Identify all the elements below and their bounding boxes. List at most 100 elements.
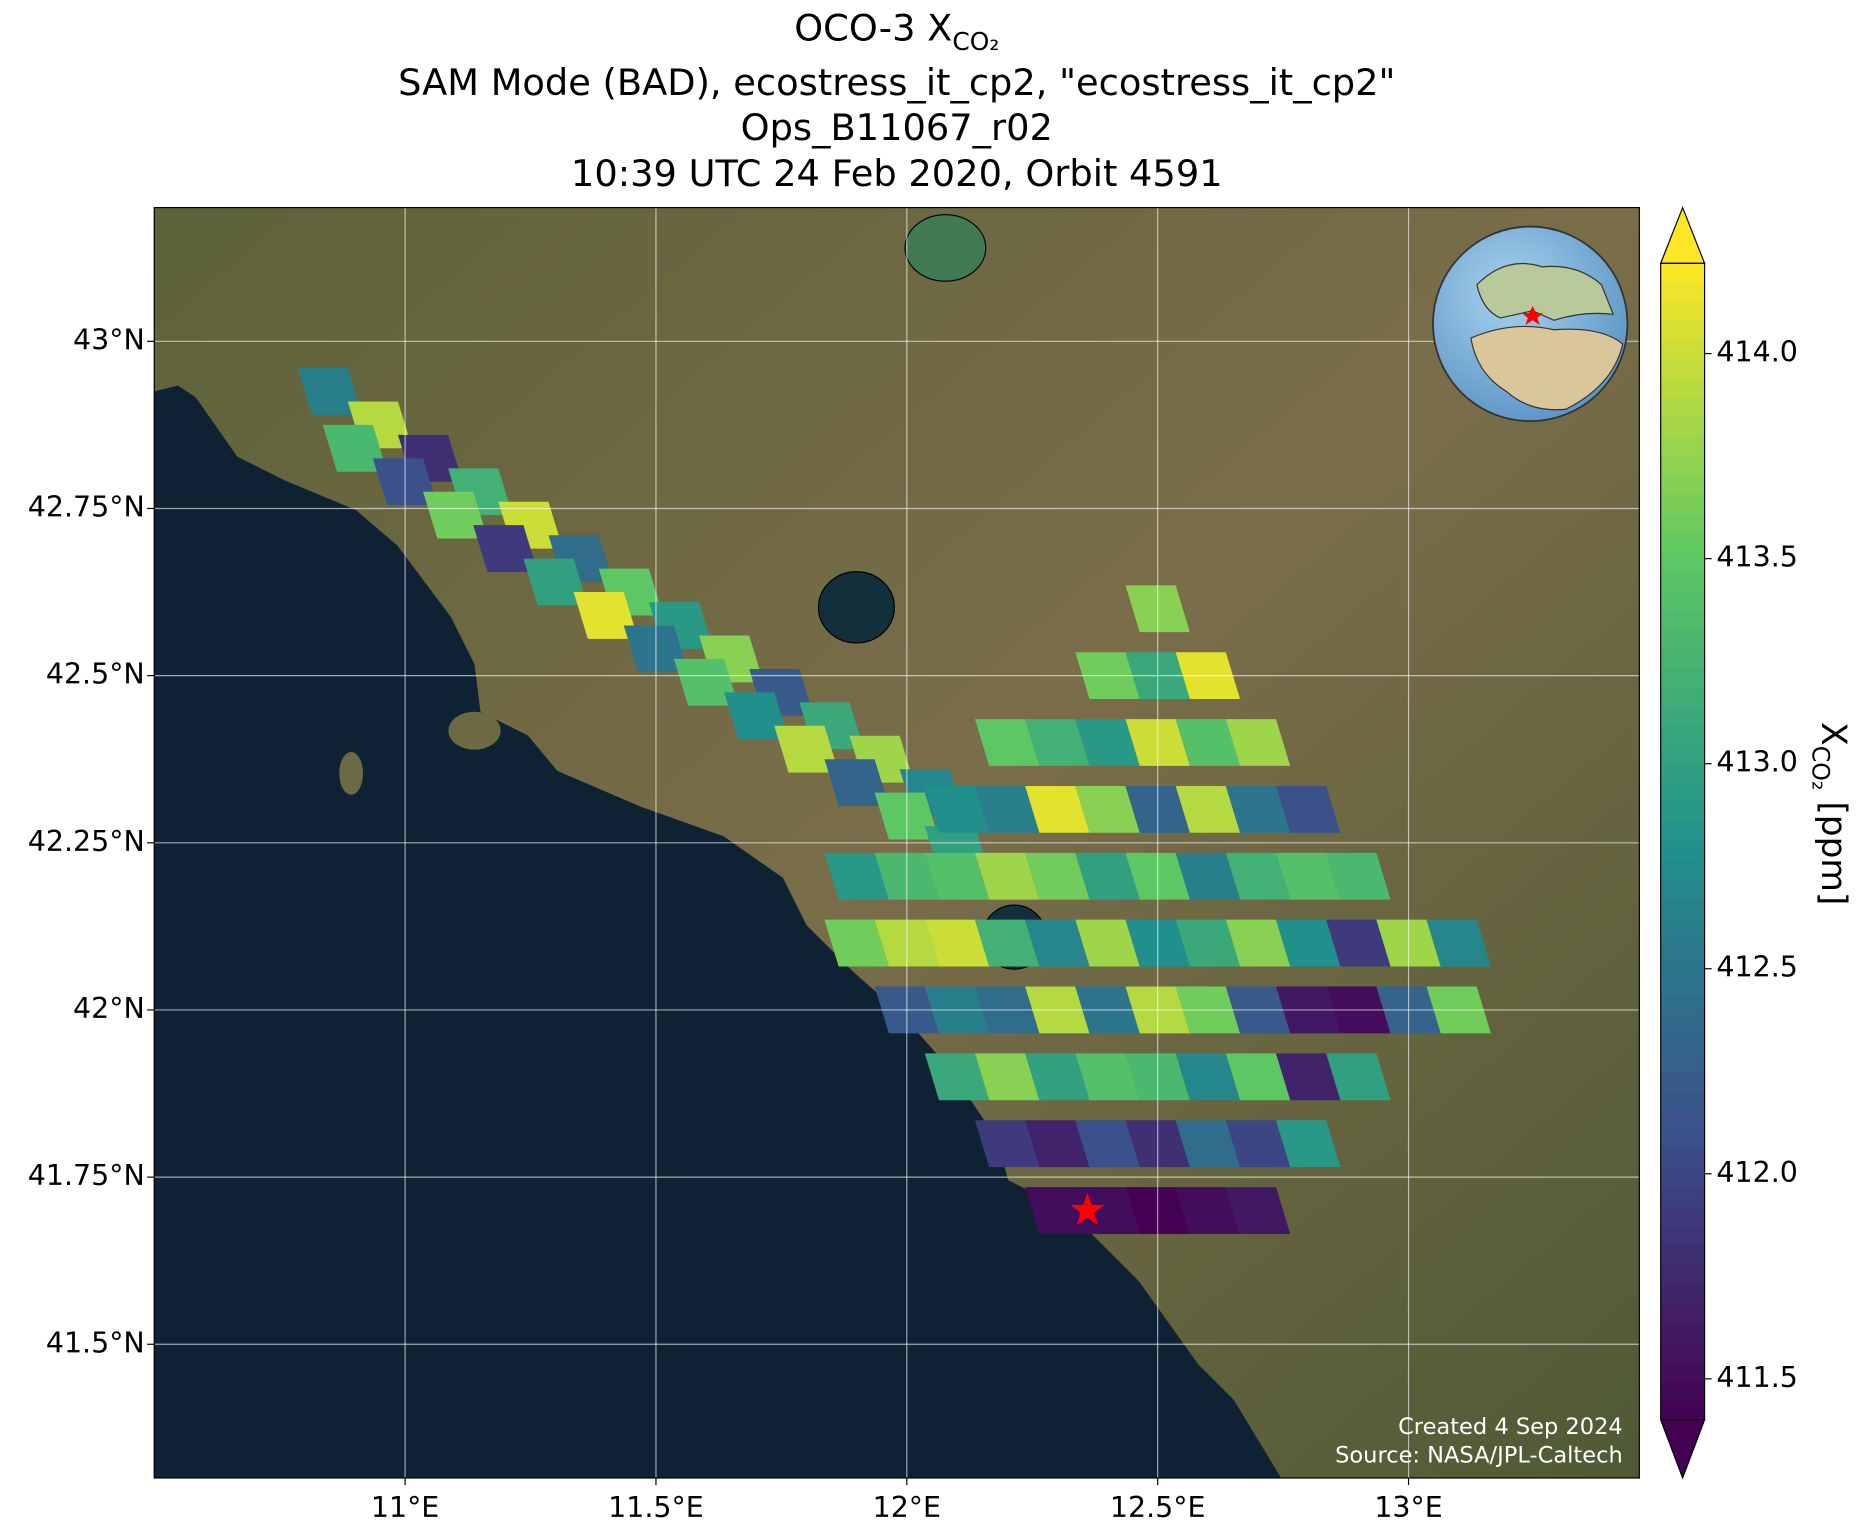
sounding bbox=[1275, 852, 1341, 900]
title-line: 10:39 UTC 24 Feb 2020, Orbit 4591 bbox=[571, 152, 1223, 195]
sounding bbox=[1175, 919, 1241, 967]
sounding bbox=[322, 424, 388, 472]
colorbar-label-unit: [ppm] bbox=[1813, 790, 1853, 905]
sounding bbox=[824, 919, 889, 967]
sounding bbox=[1275, 1120, 1341, 1168]
colorbar-segment bbox=[1660, 1227, 1705, 1248]
sounding bbox=[1175, 1120, 1241, 1168]
colorbar-segment bbox=[1660, 745, 1705, 766]
colorbar-segment bbox=[1660, 436, 1705, 457]
sounding bbox=[1225, 919, 1291, 967]
sounding bbox=[1075, 785, 1140, 833]
colorbar-segment bbox=[1660, 456, 1705, 477]
colorbar-segment bbox=[1660, 706, 1705, 727]
colorbar-label-subscript: CO₂ bbox=[1807, 746, 1835, 791]
x-tick-label: 11°E bbox=[371, 1491, 439, 1524]
sounding bbox=[824, 852, 889, 900]
sounding bbox=[1275, 785, 1341, 833]
sounding bbox=[1025, 919, 1090, 967]
sounding bbox=[1075, 1187, 1140, 1234]
lake bbox=[817, 571, 896, 644]
colorbar-segment bbox=[1660, 1342, 1705, 1363]
y-tick-label: 42.25°N bbox=[28, 825, 145, 858]
colorbar-segment bbox=[1660, 1111, 1705, 1132]
sounding bbox=[1075, 1053, 1140, 1101]
colorbar-segment bbox=[1660, 822, 1705, 843]
colorbar-segment bbox=[1660, 1400, 1705, 1421]
sounding bbox=[1025, 852, 1090, 900]
sounding bbox=[1225, 1053, 1291, 1101]
sounding bbox=[1175, 1187, 1241, 1234]
colorbar-segment bbox=[1660, 301, 1705, 322]
sounding bbox=[1175, 852, 1241, 900]
colorbar-segment bbox=[1660, 1381, 1705, 1402]
title-line: Ops_B11067_r02 bbox=[741, 106, 1053, 149]
colorbar-segment bbox=[1660, 957, 1705, 978]
sounding bbox=[1225, 719, 1291, 766]
sounding bbox=[974, 785, 1040, 833]
sounding bbox=[1075, 1120, 1140, 1168]
sounding bbox=[1326, 852, 1391, 900]
colorbar-segment bbox=[1660, 1304, 1705, 1325]
colorbar-segment bbox=[1660, 648, 1705, 669]
colorbar-segment bbox=[1660, 398, 1705, 419]
y-tick-label: 43°N bbox=[73, 323, 145, 356]
sounding bbox=[1025, 719, 1090, 766]
sounding bbox=[523, 558, 588, 606]
colorbar-segment bbox=[1660, 803, 1705, 824]
sounding bbox=[1025, 785, 1090, 833]
sounding bbox=[924, 1053, 990, 1101]
globe-land bbox=[1470, 325, 1624, 411]
colorbar-tick-label: 412.0 bbox=[1716, 1156, 1797, 1189]
colorbar-segment bbox=[1660, 340, 1705, 361]
y-tick-label: 42.5°N bbox=[46, 658, 145, 691]
colorbar-segment bbox=[1660, 783, 1705, 804]
colorbar-segment bbox=[1660, 1015, 1705, 1036]
sounding bbox=[974, 1053, 1040, 1101]
island bbox=[339, 752, 364, 795]
colorbar-segment bbox=[1660, 282, 1705, 303]
globe-inset bbox=[1432, 225, 1629, 422]
sea bbox=[154, 385, 1282, 1478]
sounding bbox=[1175, 1053, 1241, 1101]
sounding bbox=[1025, 1120, 1090, 1168]
colorbar-segment bbox=[1660, 1207, 1705, 1228]
sounding bbox=[924, 785, 990, 833]
colorbar-label-main: X bbox=[1813, 722, 1853, 746]
sounding bbox=[1025, 1053, 1090, 1101]
colorbar-segment bbox=[1660, 1150, 1705, 1170]
colorbar-segment bbox=[1660, 263, 1705, 284]
colorbar-segment bbox=[1660, 899, 1705, 920]
title-main: OCO-3 X bbox=[794, 6, 952, 49]
colorbar-segment bbox=[1660, 417, 1705, 438]
colorbar-segment bbox=[1660, 513, 1705, 534]
colorbar-segment bbox=[1660, 1130, 1705, 1151]
sounding bbox=[1326, 1053, 1391, 1101]
colorbar-tick-label: 411.5 bbox=[1716, 1361, 1797, 1394]
colorbar-segment bbox=[1660, 1092, 1705, 1113]
colorbar-segment bbox=[1660, 378, 1705, 399]
colorbar-segment bbox=[1660, 725, 1705, 746]
sounding bbox=[974, 719, 1040, 766]
colorbar-segment bbox=[1660, 1246, 1705, 1267]
sounding bbox=[724, 692, 789, 740]
colorbar-label: XCO₂ [ppm] bbox=[1807, 722, 1853, 905]
y-tick-label: 42.75°N bbox=[28, 490, 145, 523]
colorbar-segment bbox=[1660, 918, 1705, 939]
colorbar-segment bbox=[1660, 1265, 1705, 1286]
colorbar-segment bbox=[1660, 359, 1705, 380]
globe-land bbox=[1476, 263, 1615, 321]
colorbar-tick-label: 413.0 bbox=[1716, 746, 1797, 779]
colorbar-segment bbox=[1660, 668, 1705, 689]
colorbar-segment bbox=[1660, 687, 1705, 708]
colorbar-segment bbox=[1660, 571, 1705, 592]
sounding bbox=[974, 919, 1040, 967]
colorbar-segment bbox=[1660, 1072, 1705, 1093]
title-line: SAM Mode (BAD), ecostress_it_cp2, "ecost… bbox=[398, 61, 1395, 104]
sounding bbox=[924, 852, 990, 900]
sounding bbox=[974, 852, 1040, 900]
sounding bbox=[473, 525, 538, 572]
colorbar-segment bbox=[1660, 764, 1705, 785]
sounding bbox=[1225, 852, 1291, 900]
colorbar-segment bbox=[1660, 880, 1705, 901]
